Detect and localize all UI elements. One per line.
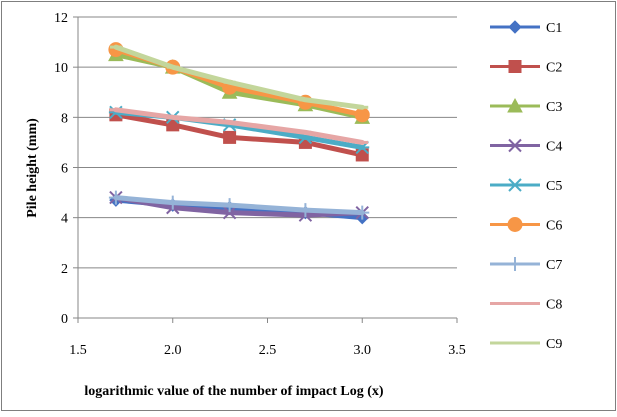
data-point [356,105,369,109]
legend-marker [509,341,521,345]
legend-label: C1 [546,21,562,36]
legend-label: C5 [546,179,562,194]
legend-marker [509,302,521,305]
data-point [356,140,369,144]
data-point [298,203,313,218]
legend-label: C6 [546,219,562,234]
axes: 0 2 4 6 8 10 12 1.5 2.0 2.5 3.0 3.5 [54,11,466,358]
y-tick-label: 10 [54,61,68,76]
legend-marker [508,138,522,153]
legend-item-c6: C6 [490,217,562,234]
y-tick-label: 6 [61,162,68,177]
legend-marker [507,217,523,232]
y-axis-title: Pile height (mm) [25,118,40,218]
data-point [166,65,179,69]
data-point [299,130,312,134]
data-point [223,120,236,124]
legend-item-c1: C1 [490,20,562,36]
data-point [109,45,122,49]
data-point [354,107,370,123]
legend-marker [507,97,523,113]
legend-label: C2 [546,61,562,76]
legend-label: C7 [546,258,562,273]
data-point [166,115,179,119]
legend-marker [508,20,522,34]
legend-marker [508,178,522,192]
legend-label: C4 [546,140,562,155]
series-layer [108,42,371,225]
legend-item-c3: C3 [490,97,562,115]
legend-item-c8: C8 [490,298,562,313]
legend-item-c9: C9 [490,337,562,352]
y-tick-label: 4 [61,212,68,227]
legend-item-c4: C4 [490,138,562,155]
series-c8 [109,107,369,145]
legend-label: C8 [546,298,562,313]
data-point [222,198,237,213]
legend-label: C9 [546,337,562,352]
x-tick-label: 2.5 [259,343,277,358]
x-tick-label: 3.0 [354,343,372,358]
series-c9 [109,44,369,110]
legend: C1 C2 C3 C4 C5 C6 C7 C8 C9 [490,20,562,352]
series-c7 [108,190,370,220]
data-point [109,108,122,112]
x-tick-label: 2.0 [164,343,182,358]
y-tick-label: 0 [61,312,68,327]
x-tick-label: 1.5 [69,343,87,358]
legend-item-c7: C7 [490,257,562,273]
y-tick-label: 2 [61,262,68,277]
data-point [223,130,237,144]
legend-item-c5: C5 [490,178,562,194]
x-tick-label: 3.5 [448,343,466,358]
data-point [222,205,237,220]
data-point [355,205,370,220]
legend-marker [508,60,522,73]
data-point [299,98,312,102]
data-point [108,190,123,205]
y-tick-label: 12 [54,11,68,26]
legend-label: C3 [546,100,562,115]
legend-marker [508,257,522,271]
data-point [223,80,236,84]
data-point [165,195,180,210]
y-tick-label: 8 [61,111,68,126]
x-axis-title: logarithmic value of the number of impac… [84,384,383,399]
legend-item-c2: C2 [490,60,562,76]
